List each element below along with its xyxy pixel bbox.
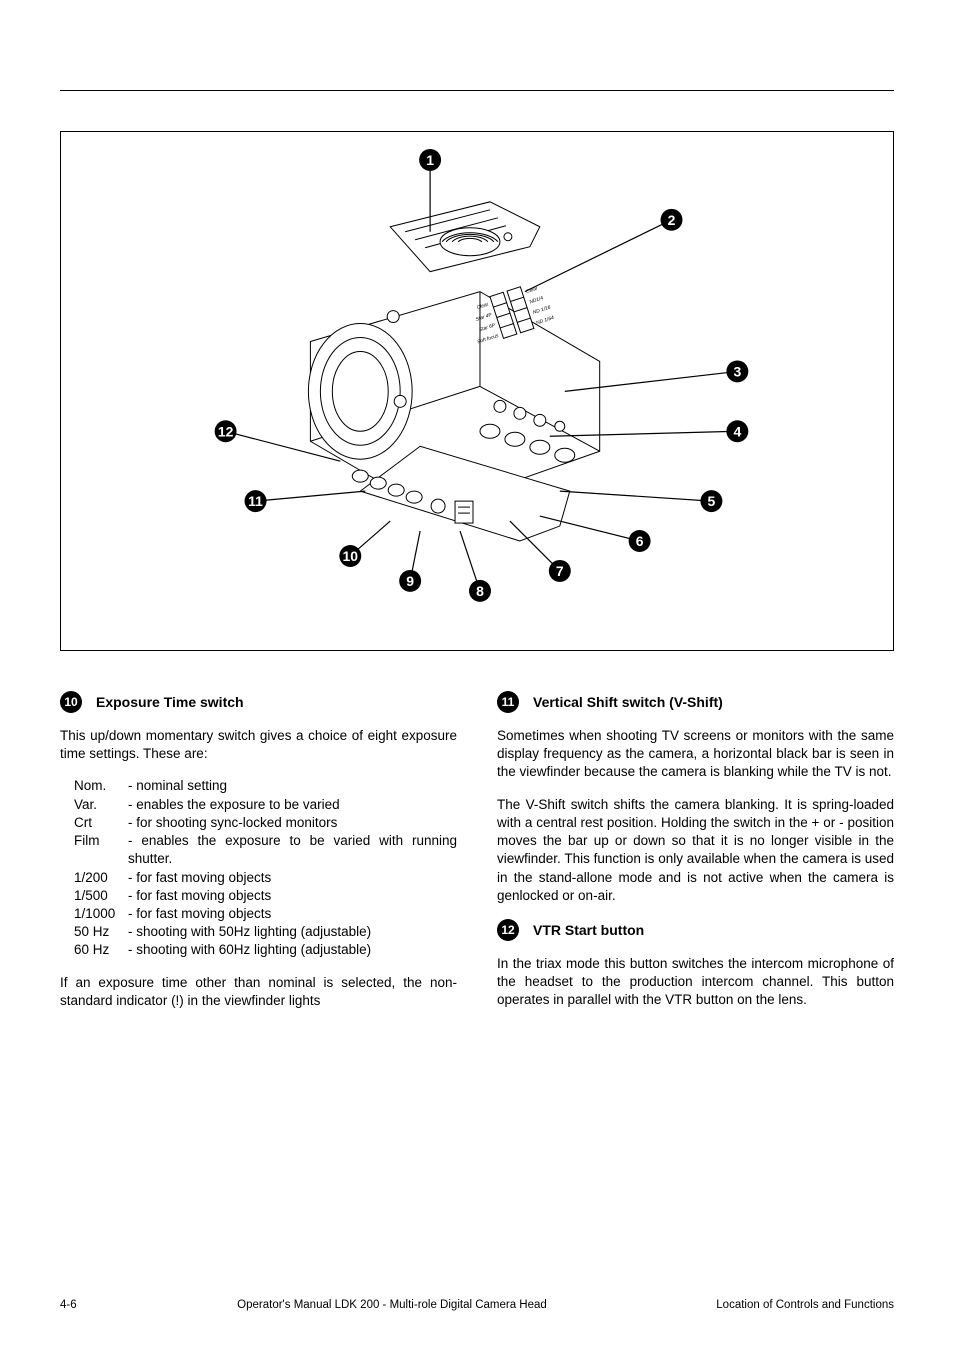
- footer-right: Location of Controls and Functions: [664, 1299, 894, 1311]
- settings-value: - shooting with 50Hz lighting (adjustabl…: [128, 923, 457, 941]
- settings-row: 1/1000- for fast moving objects: [74, 905, 457, 923]
- settings-key: 1/1000: [74, 905, 128, 923]
- settings-value: - for fast moving objects: [128, 905, 457, 923]
- settings-key: Crt: [74, 814, 128, 832]
- settings-row: Film- enables the exposure to be varied …: [74, 832, 457, 868]
- footer-center: Operator's Manual LDK 200 - Multi-role D…: [120, 1299, 664, 1311]
- svg-text:ND1/4: ND1/4: [529, 295, 544, 305]
- settings-row: Nom.- nominal setting: [74, 777, 457, 795]
- settings-value: - nominal setting: [128, 777, 457, 795]
- settings-row: Crt- for shooting sync-locked monitors: [74, 814, 457, 832]
- svg-text:5: 5: [708, 493, 716, 509]
- page-number: 4-6: [60, 1299, 120, 1311]
- section-10-title: Exposure Time switch: [96, 693, 244, 712]
- settings-key: Film: [74, 832, 128, 868]
- settings-key: 1/500: [74, 887, 128, 905]
- svg-text:6: 6: [636, 533, 644, 549]
- section-11-head: 11 Vertical Shift switch (V-Shift): [497, 691, 894, 713]
- callout-12-icon: 12: [497, 919, 519, 941]
- section-11-p2: The V-Shift switch shifts the camera bla…: [497, 796, 894, 905]
- settings-row: Var.- enables the exposure to be varied: [74, 796, 457, 814]
- settings-value: - enables the exposure to be varied: [128, 796, 457, 814]
- callout-11-icon: 11: [497, 691, 519, 713]
- settings-key: 50 Hz: [74, 923, 128, 941]
- svg-text:1: 1: [426, 152, 434, 168]
- settings-key: Nom.: [74, 777, 128, 795]
- section-12-title: VTR Start button: [533, 921, 644, 940]
- section-12-p1: In the triax mode this button switches t…: [497, 955, 894, 1010]
- settings-value: - for shooting sync-locked monitors: [128, 814, 457, 832]
- section-12-head: 12 VTR Start button: [497, 919, 894, 941]
- camera-diagram-frame: Clear Star 4P Star 6P Soft focus Clear N…: [60, 131, 894, 651]
- section-10-head: 10 Exposure Time switch: [60, 691, 457, 713]
- svg-text:4: 4: [733, 423, 741, 439]
- right-column: 11 Vertical Shift switch (V-Shift) Somet…: [497, 691, 894, 1024]
- section-10-intro: This up/down momentary switch gives a ch…: [60, 727, 457, 763]
- svg-text:8: 8: [476, 583, 484, 599]
- settings-value: - for fast moving objects: [128, 887, 457, 905]
- exposure-settings-list: Nom.- nominal settingVar.- enables the e…: [74, 777, 457, 959]
- page-footer: 4-6 Operator's Manual LDK 200 - Multi-ro…: [60, 1299, 894, 1311]
- svg-text:9: 9: [406, 573, 414, 589]
- settings-value: - for fast moving objects: [128, 869, 457, 887]
- settings-key: 60 Hz: [74, 941, 128, 959]
- svg-text:12: 12: [218, 423, 234, 439]
- section-10-outro: If an exposure time other than nominal i…: [60, 974, 457, 1010]
- settings-row: 50 Hz- shooting with 50Hz lighting (adju…: [74, 923, 457, 941]
- settings-value: - enables the exposure to be varied with…: [128, 832, 457, 868]
- settings-key: Var.: [74, 796, 128, 814]
- svg-text:ND 1/16: ND 1/16: [532, 304, 551, 315]
- settings-row: 60 Hz- shooting with 60Hz lighting (adju…: [74, 941, 457, 959]
- section-11-title: Vertical Shift switch (V-Shift): [533, 693, 723, 712]
- svg-text:3: 3: [733, 363, 741, 379]
- settings-value: - shooting with 60Hz lighting (adjustabl…: [128, 941, 457, 959]
- camera-diagram: Clear Star 4P Star 6P Soft focus Clear N…: [61, 132, 893, 651]
- left-column: 10 Exposure Time switch This up/down mom…: [60, 691, 457, 1024]
- settings-row: 1/200- for fast moving objects: [74, 869, 457, 887]
- svg-text:10: 10: [343, 548, 359, 564]
- text-columns: 10 Exposure Time switch This up/down mom…: [60, 691, 894, 1024]
- svg-text:11: 11: [248, 493, 263, 509]
- settings-key: 1/200: [74, 869, 128, 887]
- horizontal-rule: [60, 90, 894, 91]
- settings-row: 1/500- for fast moving objects: [74, 887, 457, 905]
- svg-text:2: 2: [668, 212, 676, 228]
- svg-text:7: 7: [556, 563, 564, 579]
- section-11-p1: Sometimes when shooting TV screens or mo…: [497, 727, 894, 782]
- svg-text:ND 1/64: ND 1/64: [536, 315, 555, 326]
- callout-10-icon: 10: [60, 691, 82, 713]
